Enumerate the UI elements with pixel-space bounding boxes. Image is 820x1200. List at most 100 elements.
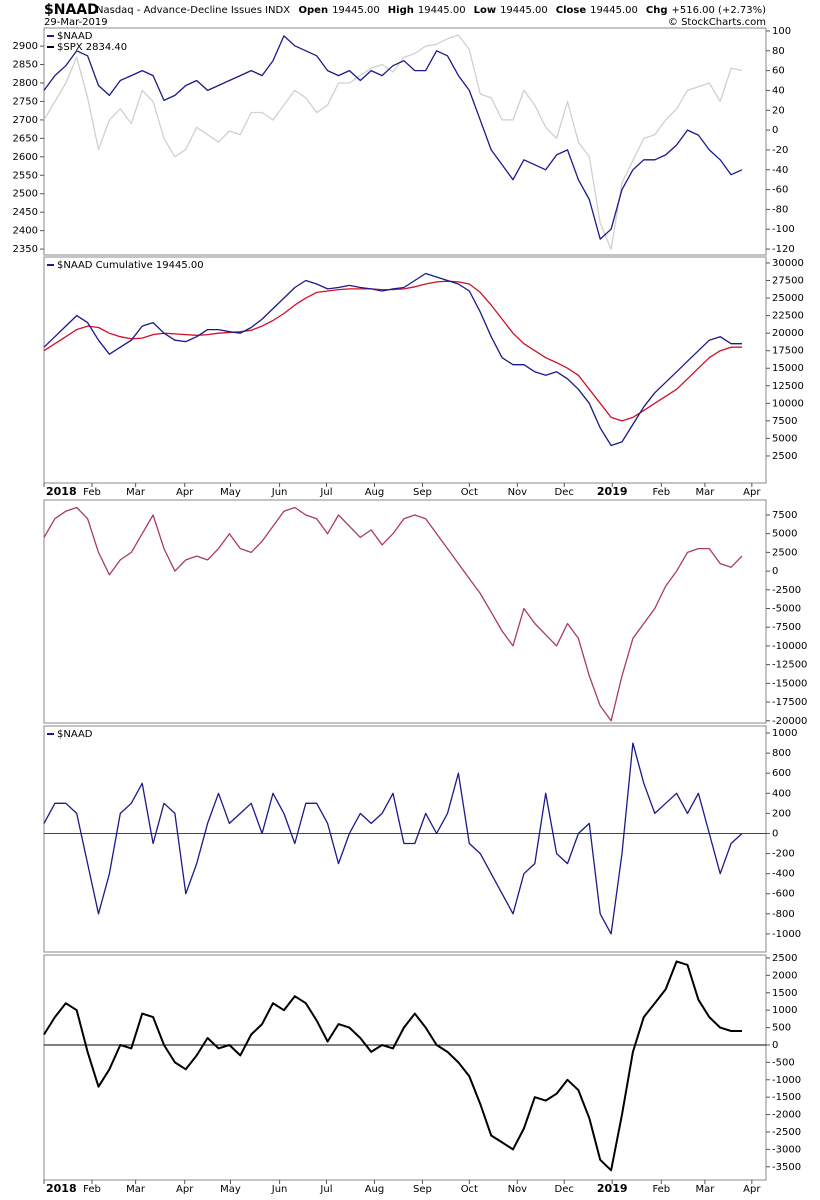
y-tick-label: 2900 bbox=[13, 41, 38, 52]
x-tick-label: Sep bbox=[413, 487, 432, 498]
x-tick-label: Sep bbox=[413, 1184, 432, 1195]
y-tick-label: 22500 bbox=[772, 311, 804, 322]
y-tick-label: 2400 bbox=[13, 226, 38, 237]
y-tick-label: -500 bbox=[772, 1057, 795, 1068]
y-tick-label: 200 bbox=[772, 808, 791, 819]
y-tick-label: 7500 bbox=[772, 416, 797, 427]
y-tick-label: 2500 bbox=[772, 953, 797, 964]
y-tick-label: 100 bbox=[772, 26, 791, 37]
symbol-name: Nasdaq - Advance-Decline Issues INDX bbox=[96, 5, 290, 16]
series-line bbox=[43, 960, 742, 1172]
x-tick-label: Mar bbox=[126, 487, 146, 498]
y-tick-label: 10000 bbox=[772, 398, 804, 409]
x-tick-label: May bbox=[220, 1184, 241, 1195]
y-tick-label: 60 bbox=[772, 66, 785, 77]
y-tick-label: 15000 bbox=[772, 363, 804, 374]
y-tick-label: -120 bbox=[772, 244, 795, 255]
quote-label: Open bbox=[299, 5, 329, 16]
y-tick-label: 500 bbox=[772, 1023, 791, 1034]
y-tick-label: 0 bbox=[772, 828, 778, 839]
x-tick-label: Jun bbox=[271, 1184, 288, 1195]
plot-frame bbox=[43, 27, 767, 256]
x-tick-label: May bbox=[220, 487, 241, 498]
y-tick-label: 20 bbox=[772, 105, 785, 116]
legend-label: $NAAD bbox=[57, 729, 93, 740]
y-tick-label: -2000 bbox=[772, 1110, 801, 1121]
plot-frame bbox=[43, 256, 767, 484]
plot-frame bbox=[43, 954, 767, 1181]
series-line bbox=[43, 272, 742, 447]
y-tick-label: 30000 bbox=[772, 258, 804, 269]
y-tick-label: 2000 bbox=[772, 970, 797, 981]
y-tick-label: 17500 bbox=[772, 346, 804, 357]
y-tick-label: 1000 bbox=[772, 728, 797, 739]
plot-frame bbox=[43, 725, 767, 953]
series-line bbox=[43, 35, 743, 240]
x-tick-label: 2018 bbox=[46, 485, 77, 498]
y-tick-label: 2750 bbox=[13, 96, 38, 107]
y-tick-label: 7500 bbox=[772, 510, 797, 521]
x-tick-label: Feb bbox=[83, 1184, 101, 1195]
legend-label: $NAAD Cumulative 19445.00 bbox=[57, 260, 204, 271]
y-tick-label: 0 bbox=[772, 566, 778, 577]
y-tick-label: 2850 bbox=[13, 60, 38, 71]
y-tick-label: 12500 bbox=[772, 381, 804, 392]
y-tick-label: 2500 bbox=[13, 189, 38, 200]
quote-value: 19445.00 bbox=[500, 5, 548, 16]
x-tick-label: Jul bbox=[319, 1184, 332, 1195]
quote-value: 19445.00 bbox=[590, 5, 638, 16]
y-tick-label: 2600 bbox=[13, 152, 38, 163]
quote-label: Close bbox=[556, 5, 587, 16]
date: 29-Mar-2019 bbox=[44, 17, 108, 28]
y-tick-label: -400 bbox=[772, 869, 795, 880]
x-tick-label: Feb bbox=[652, 487, 670, 498]
legend-label: $NAAD bbox=[57, 31, 93, 42]
x-tick-label: 2019 bbox=[597, 1182, 628, 1195]
quote-value: 19445.00 bbox=[332, 5, 380, 16]
x-tick-label: Dec bbox=[555, 487, 574, 498]
y-tick-label: -20 bbox=[772, 145, 788, 156]
y-tick-label: -17500 bbox=[772, 697, 807, 708]
y-tick-label: -600 bbox=[772, 889, 795, 900]
quote-label: High bbox=[388, 5, 414, 16]
x-tick-label: Apr bbox=[743, 487, 761, 498]
y-tick-label: 2700 bbox=[13, 115, 38, 126]
y-tick-label: 1500 bbox=[772, 988, 797, 999]
y-tick-label: -2500 bbox=[772, 585, 801, 596]
series-line bbox=[43, 506, 743, 722]
y-tick-label: 400 bbox=[772, 788, 791, 799]
x-tick-label: Jun bbox=[271, 487, 288, 498]
y-tick-label: -800 bbox=[772, 909, 795, 920]
legend-label: $SPX 2834.40 bbox=[57, 42, 127, 53]
series-line bbox=[43, 742, 743, 935]
y-tick-label: 25000 bbox=[772, 293, 804, 304]
y-tick-label: 2450 bbox=[13, 207, 38, 218]
y-tick-label: 27500 bbox=[772, 276, 804, 287]
x-tick-label: Mar bbox=[126, 1184, 146, 1195]
y-tick-label: 20000 bbox=[772, 328, 804, 339]
y-tick-label: 2500 bbox=[772, 547, 797, 558]
y-tick-label: 2550 bbox=[13, 170, 38, 181]
y-tick-label: -1500 bbox=[772, 1092, 801, 1103]
quote-label: Low bbox=[474, 5, 496, 16]
x-tick-label: Aug bbox=[365, 487, 385, 498]
x-tick-label: Jul bbox=[319, 487, 332, 498]
y-tick-label: 2800 bbox=[13, 78, 38, 89]
x-tick-label: Apr bbox=[743, 1184, 761, 1195]
symbol: $NAAD bbox=[44, 2, 99, 18]
y-tick-label: 0 bbox=[772, 1040, 778, 1051]
y-tick-label: 40 bbox=[772, 85, 785, 96]
y-tick-label: -20000 bbox=[772, 716, 807, 727]
y-tick-label: -10000 bbox=[772, 641, 807, 652]
x-tick-label: Nov bbox=[508, 487, 528, 498]
y-tick-label: 2650 bbox=[13, 133, 38, 144]
y-tick-label: -3500 bbox=[772, 1162, 801, 1173]
y-tick-label: 2500 bbox=[772, 451, 797, 462]
x-tick-label: Feb bbox=[652, 1184, 670, 1195]
x-tick-label: Oct bbox=[461, 1184, 478, 1195]
plot-frame bbox=[43, 499, 767, 724]
y-tick-label: -5000 bbox=[772, 604, 801, 615]
quote-value: +516.00 (+2.73%) bbox=[672, 5, 767, 16]
y-tick-label: 1000 bbox=[772, 1005, 797, 1016]
y-tick-label: -200 bbox=[772, 849, 795, 860]
